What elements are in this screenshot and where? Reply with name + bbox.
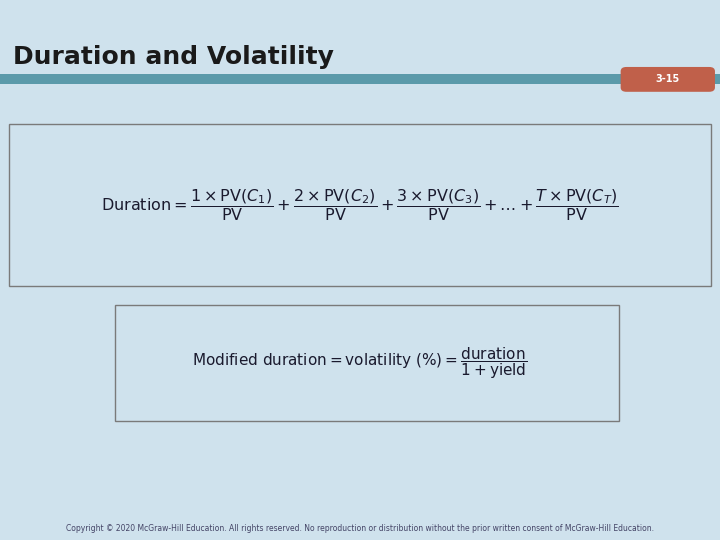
FancyBboxPatch shape <box>9 124 711 286</box>
Text: $\mathrm{Duration} = \dfrac{1 \times \mathrm{PV}(C_1)}{\mathrm{PV}} + \dfrac{2 \: $\mathrm{Duration} = \dfrac{1 \times \ma… <box>102 187 618 223</box>
Text: Duration and Volatility: Duration and Volatility <box>13 45 334 69</box>
FancyBboxPatch shape <box>621 67 715 92</box>
Text: Copyright © 2020 McGraw-Hill Education. All rights reserved. No reproduction or : Copyright © 2020 McGraw-Hill Education. … <box>66 524 654 532</box>
Text: 3-15: 3-15 <box>656 75 680 84</box>
FancyBboxPatch shape <box>115 305 619 421</box>
Bar <box>0 74 720 84</box>
Text: $\mathrm{Modified\ duration} = \mathrm{volatility\ (\%)} = \dfrac{\mathrm{durati: $\mathrm{Modified\ duration} = \mathrm{v… <box>192 345 528 381</box>
